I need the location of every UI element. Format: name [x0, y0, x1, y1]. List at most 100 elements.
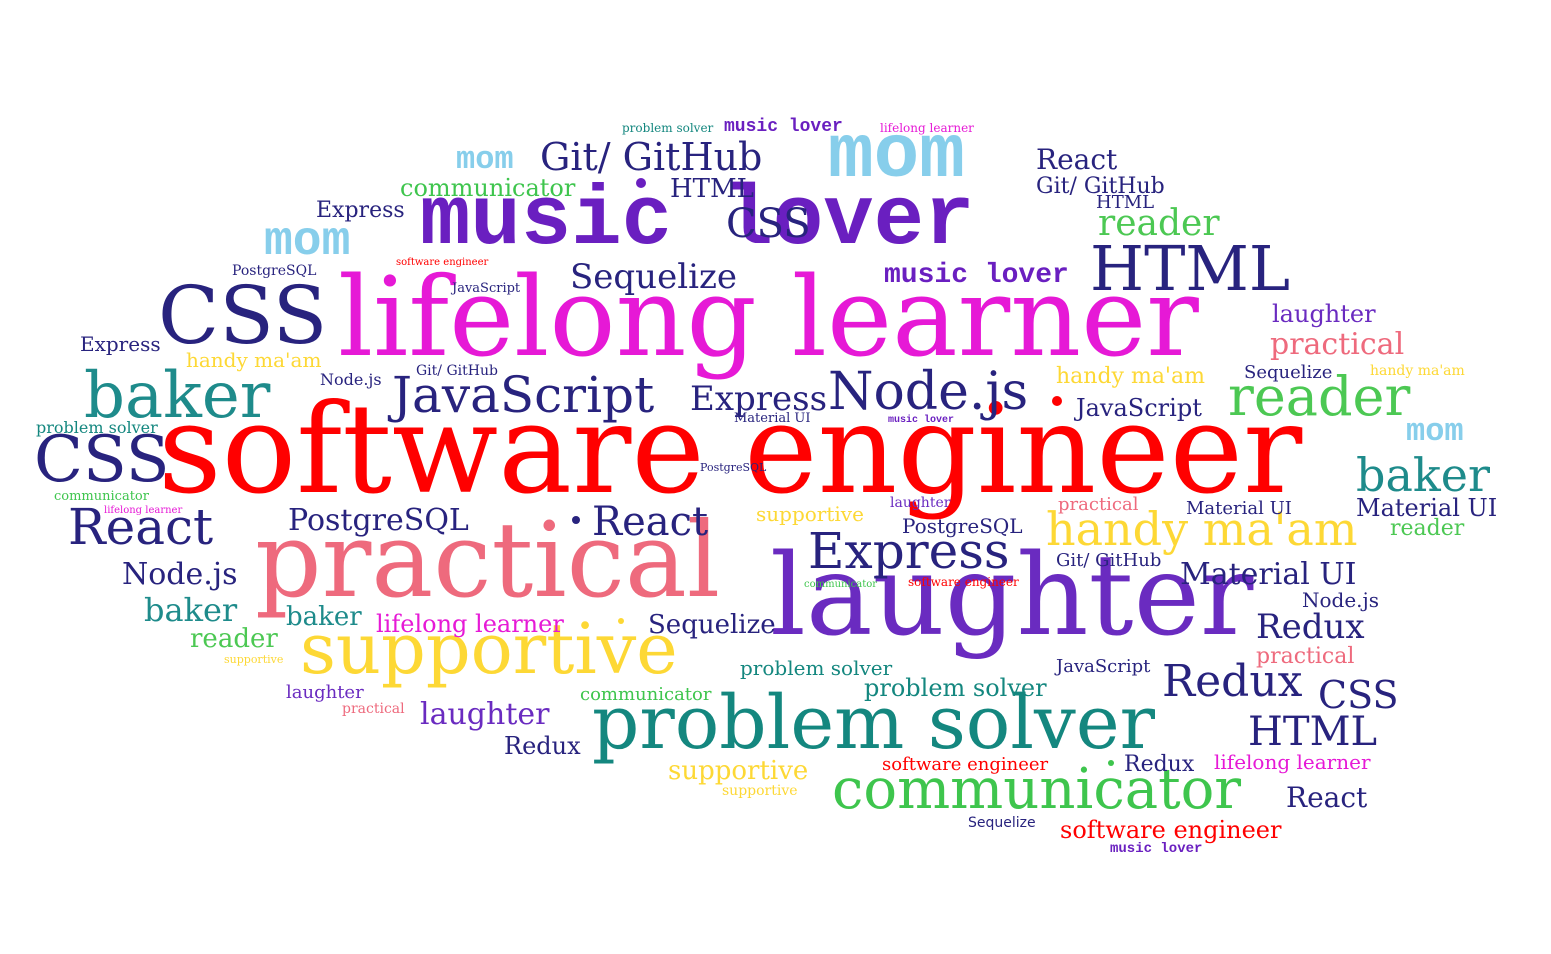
word-mom-2: mom	[264, 215, 351, 269]
word-postgresql-4: PostgreSQL	[700, 461, 767, 474]
word-sequelize-4: Sequelize	[968, 815, 1036, 831]
word-html-3: HTML	[670, 174, 754, 204]
word-react-large: React	[68, 498, 214, 556]
word-express-large: Express	[808, 522, 1010, 580]
word-practical-4: practical	[1058, 494, 1139, 515]
word-communicator-2: communicator	[400, 174, 576, 202]
word-html-4: HTML	[1096, 192, 1155, 213]
word-git-github-4: Git/ GitHub	[416, 363, 498, 379]
word-redux-large: Redux	[1162, 656, 1303, 707]
word-music-lover-4: music lover	[1110, 841, 1203, 857]
word-music-lover-2: music lover	[884, 260, 1069, 291]
word-laughter-large: laughter	[770, 531, 1254, 661]
word-lifelong-learner-5: lifelong learner	[104, 505, 183, 516]
word-nodejs-4: Node.js	[320, 370, 382, 389]
word-redux-4: Redux	[1124, 752, 1195, 777]
word-baker-large: baker	[84, 359, 271, 433]
word-html-2: HTML	[1248, 709, 1378, 755]
word-lifelong-learner-2: lifelong learner	[376, 610, 564, 638]
word-practical-large: practical	[255, 499, 721, 621]
word-css-4: CSS	[1318, 673, 1399, 717]
word-handy-maam-large: handy ma'am	[1046, 502, 1358, 556]
word-redux-2: Redux	[1256, 607, 1365, 647]
word-postgresql-2: PostgreSQL	[902, 514, 1023, 538]
word-sequelize-2: Sequelize	[648, 610, 776, 640]
word-supportive-4: supportive	[722, 783, 798, 799]
dot-purple	[636, 178, 646, 188]
word-software-engineer-2: software engineer	[1060, 816, 1282, 844]
word-css-large: CSS	[158, 269, 328, 362]
word-javascript-4: JavaScript	[452, 281, 521, 296]
word-music-lover-large: music lover	[420, 174, 975, 269]
word-javascript-large: JavaScript	[392, 366, 655, 424]
word-laughter-5: laughter	[890, 495, 951, 511]
word-software-engineer-4: software engineer	[908, 575, 1019, 589]
word-music-lover-5: music lover	[888, 415, 955, 426]
word-express-3: Express	[316, 198, 405, 223]
word-nodejs-2: Node.js	[122, 557, 238, 592]
word-handy-maam-4: handy ma'am	[1370, 363, 1465, 379]
word-supportive-2: supportive	[668, 756, 809, 786]
word-lifelong-learner-4: lifelong learner	[880, 121, 974, 135]
word-css-2: CSS	[34, 423, 170, 497]
word-mom-3: mom	[456, 141, 514, 178]
word-handy-maam-3: handy ma'am	[186, 348, 322, 372]
word-express-4: Express	[80, 332, 161, 356]
word-practical-5: practical	[342, 701, 405, 717]
word-nodejs-large: Node.js	[828, 362, 1029, 422]
word-communicator-3: communicator	[580, 684, 712, 705]
dot-red	[1052, 396, 1062, 406]
word-react-4: React	[1286, 781, 1368, 814]
word-reader-3: reader	[190, 624, 278, 654]
word-javascript-3: JavaScript	[1056, 656, 1151, 677]
word-postgresql-medium: PostgreSQL	[288, 503, 469, 538]
word-react-2: React	[592, 499, 709, 545]
word-communicator-large: communicator	[832, 757, 1242, 822]
word-javascript-2: JavaScript	[1076, 394, 1202, 422]
word-problem-solver-4: problem solver	[36, 418, 158, 437]
word-material-ui-medium: Material UI	[1180, 557, 1357, 592]
word-material-ui-4: Material UI	[734, 411, 811, 426]
word-html-large: HTML	[1090, 232, 1291, 305]
word-problem-solver-2: problem solver	[864, 674, 1047, 702]
word-mom-large: mom	[828, 113, 965, 199]
word-material-ui-2: Material UI	[1356, 494, 1498, 522]
dot-yellow	[618, 618, 624, 624]
word-problem-solver-5: problem solver	[622, 121, 714, 135]
word-handy-maam-2: handy ma'am	[1056, 364, 1205, 389]
word-communicator-5: communicator	[804, 579, 878, 590]
word-laughter-2: laughter	[420, 697, 550, 732]
word-redux-3: Redux	[504, 732, 581, 760]
word-git-github-medium: Git/ GitHub	[540, 135, 763, 179]
dot-green	[1108, 760, 1114, 766]
dot-navy	[572, 516, 580, 524]
word-laughter-4: laughter	[286, 682, 364, 703]
word-reader-large: reader	[1228, 365, 1411, 428]
word-supportive-5: supportive	[224, 653, 284, 666]
word-software-engineer-large: software engineer	[158, 378, 1303, 522]
word-laughter-3: laughter	[1272, 300, 1376, 328]
word-react-3: React	[1036, 143, 1118, 176]
word-software-engineer-5: software engineer	[396, 257, 489, 268]
word-git-github-2: Git/ GitHub	[1036, 174, 1165, 199]
word-problem-solver-3: problem solver	[740, 656, 893, 680]
word-reader-4: reader	[1390, 516, 1465, 541]
word-nodejs-3: Node.js	[1302, 588, 1380, 612]
word-music-lover-3: music lover	[724, 117, 843, 137]
word-problem-solver-large: problem solver	[592, 680, 1155, 766]
word-baker-4: baker	[286, 602, 362, 632]
word-reader-2: reader	[1098, 203, 1220, 244]
word-css-3: CSS	[726, 201, 811, 247]
word-baker-2: baker	[1356, 448, 1490, 502]
word-lifelong-learner-large: lifelong learner	[338, 253, 1199, 381]
word-mom-4: mom	[1406, 413, 1464, 450]
word-sequelize-medium: Sequelize	[570, 257, 737, 297]
word-practical-3: practical	[1256, 644, 1355, 669]
word-git-github-3: Git/ GitHub	[1056, 550, 1162, 571]
word-supportive-3: supportive	[756, 502, 864, 526]
word-baker-3: baker	[144, 591, 238, 629]
word-communicator-4: communicator	[54, 489, 149, 504]
word-supportive-large: supportive	[300, 608, 678, 690]
word-express-2: Express	[690, 379, 828, 419]
